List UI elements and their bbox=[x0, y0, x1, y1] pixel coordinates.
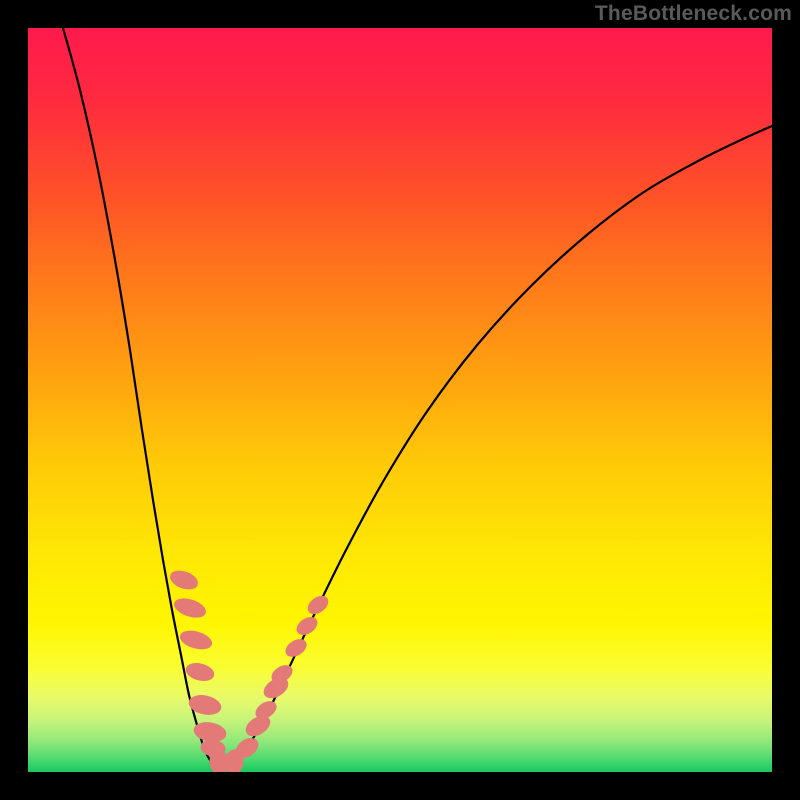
bottleneck-chart-svg bbox=[0, 0, 800, 800]
plot-area bbox=[28, 28, 772, 772]
chart-stage: TheBottleneck.com bbox=[0, 0, 800, 800]
watermark-text: TheBottleneck.com bbox=[595, 2, 792, 26]
